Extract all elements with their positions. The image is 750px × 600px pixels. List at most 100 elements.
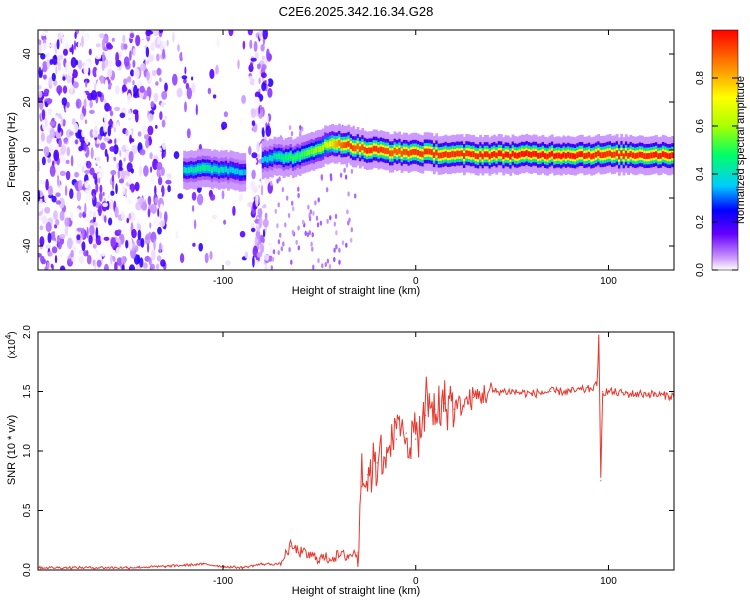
spectrogram-noise-cell bbox=[137, 254, 141, 264]
spectrogram-noise-cell bbox=[150, 249, 156, 261]
spectrogram-noise-cell bbox=[335, 244, 338, 250]
spectrogram-ridge-cell bbox=[664, 152, 667, 158]
spectrogram-noise-cell bbox=[135, 30, 142, 36]
spectrogram-noise-cell bbox=[90, 147, 94, 160]
spectrogram-noise-cell bbox=[95, 54, 102, 60]
spectrogram-ridge-cell bbox=[312, 148, 316, 155]
spectrogram-y-tick-label: -40 bbox=[22, 238, 33, 253]
spectrogram-noise-cell bbox=[53, 79, 58, 87]
spectrogram-noise-cell bbox=[137, 80, 142, 88]
spectrogram-ridge-cell bbox=[597, 150, 600, 157]
spectrogram-noise-cell bbox=[96, 68, 100, 78]
spectrogram-noise-cell bbox=[320, 174, 323, 180]
spectrogram-noise-cell bbox=[78, 249, 83, 255]
spectrogram-noise-cell bbox=[61, 36, 68, 45]
spectrogram-noise-cell bbox=[154, 197, 158, 205]
spectrogram-noise-cell bbox=[229, 70, 233, 81]
spectrogram-ridge-cell bbox=[395, 149, 399, 155]
spectrogram-noise-cell bbox=[333, 247, 336, 253]
spectrogram-noise-cell bbox=[146, 59, 150, 65]
spectrogram-noise-cell bbox=[272, 249, 276, 255]
spectrogram-noise-cell bbox=[151, 175, 154, 186]
snr-data-point bbox=[588, 388, 590, 390]
spectrogram-ridge-cell bbox=[409, 149, 413, 156]
spectrogram-ridge-cell bbox=[567, 151, 570, 158]
spectrogram-ridge-cell bbox=[266, 156, 270, 163]
spectrogram-noise-cell bbox=[81, 227, 85, 239]
spectrogram-noise-cell bbox=[48, 146, 53, 152]
snr-data-point bbox=[338, 555, 340, 557]
spectrogram-noise-cell bbox=[134, 181, 140, 192]
spectrogram-noise-cell bbox=[70, 249, 74, 258]
spectrogram-noise-cell bbox=[71, 45, 74, 52]
spectrogram-noise-cell bbox=[146, 95, 150, 102]
spectrogram-noise-cell bbox=[209, 251, 213, 260]
spectrogram-noise-cell bbox=[119, 72, 124, 78]
spectrogram-noise-cell bbox=[150, 203, 157, 215]
spectrogram-noise-cell bbox=[312, 264, 315, 270]
spectrogram-ridge-cell bbox=[416, 149, 420, 156]
spectrogram-noise-cell bbox=[84, 169, 91, 174]
spectrogram-noise-cell bbox=[284, 222, 287, 228]
spectrogram-noise-cell bbox=[45, 244, 51, 249]
spectrogram-ridge-cell bbox=[618, 153, 621, 160]
spectrogram-noise-cell bbox=[118, 178, 124, 184]
spectrogram-ridge-cell bbox=[315, 147, 318, 153]
spectrogram-noise-cell bbox=[249, 130, 252, 137]
spectrogram-noise-cell bbox=[149, 222, 152, 229]
spectrogram-noise-cell bbox=[123, 78, 128, 85]
spectrogram-noise-cell bbox=[290, 259, 293, 265]
spectrogram-ridge-cell bbox=[224, 166, 228, 173]
spectrogram-noise-cell bbox=[101, 250, 106, 257]
spectrogram-ridge-cell bbox=[199, 165, 203, 172]
spectrogram-noise-cell bbox=[124, 188, 128, 199]
spectrogram-noise-cell bbox=[259, 194, 265, 207]
snr-data-point bbox=[492, 390, 494, 393]
spectrogram-noise-cell bbox=[66, 58, 70, 69]
spectrogram-noise-cell bbox=[103, 137, 110, 142]
spectrogram-noise-cell bbox=[321, 263, 324, 269]
spectrogram-noise-cell bbox=[266, 79, 269, 85]
spectrogram-noise-cell bbox=[87, 184, 91, 191]
spectrogram-noise-cell bbox=[95, 43, 101, 48]
spectrogram-ridge-cell bbox=[650, 152, 654, 159]
snr-data-point bbox=[280, 563, 282, 565]
spectrogram-noise-cell bbox=[57, 54, 64, 61]
spectrogram-noise-cell bbox=[126, 217, 130, 224]
spectrogram-noise-cell bbox=[127, 175, 134, 185]
spectrogram-noise-cell bbox=[292, 206, 295, 212]
spectrogram-noise-cell bbox=[326, 258, 330, 264]
spectrogram-noise-cell bbox=[108, 120, 114, 126]
spectrogram-noise-cell bbox=[43, 88, 50, 95]
spectrogram-noise-cell bbox=[120, 170, 126, 181]
spectrogram-noise-cell bbox=[58, 197, 65, 209]
spectrogram-noise-cell bbox=[132, 109, 139, 115]
spectrogram-noise-cell bbox=[177, 44, 180, 52]
snr-frame bbox=[37, 331, 675, 571]
spectrogram-noise-cell bbox=[114, 206, 119, 219]
spectrogram-noise-cell bbox=[248, 146, 252, 155]
spectrogram-noise-cell bbox=[270, 180, 273, 186]
spectrogram-ridge-cell bbox=[601, 152, 605, 158]
snr-data-point bbox=[602, 390, 604, 393]
spectrogram-noise-cell bbox=[191, 83, 196, 94]
spectrogram-noise-cell bbox=[55, 219, 60, 226]
spectrogram-ridge-cell bbox=[516, 152, 519, 159]
spectrogram-noise-cell bbox=[65, 159, 70, 164]
spectrogram-ridge-cell bbox=[525, 150, 529, 156]
spectrogram-noise-cell bbox=[142, 123, 147, 136]
spectrogram-noise-cell bbox=[215, 64, 219, 75]
spectrogram-ridge-cell bbox=[372, 145, 376, 152]
colorbar-tick-label: 0.4 bbox=[695, 167, 706, 181]
spectrogram-noise-cell bbox=[38, 66, 42, 79]
spectrogram-noise-cell bbox=[61, 107, 65, 118]
spectrogram-ridge-cell bbox=[490, 152, 494, 158]
spectrogram-noise-cell bbox=[117, 229, 122, 234]
spectrogram-ridge-cell bbox=[629, 151, 633, 157]
snr-data-point bbox=[318, 557, 320, 559]
spectrogram-noise-cell bbox=[38, 252, 42, 258]
spectrogram-noise-cell bbox=[88, 234, 93, 245]
spectrogram-noise-cell bbox=[228, 30, 234, 37]
spectrogram-noise-cell bbox=[334, 213, 338, 219]
spectrogram-ridge-cell bbox=[365, 148, 369, 154]
